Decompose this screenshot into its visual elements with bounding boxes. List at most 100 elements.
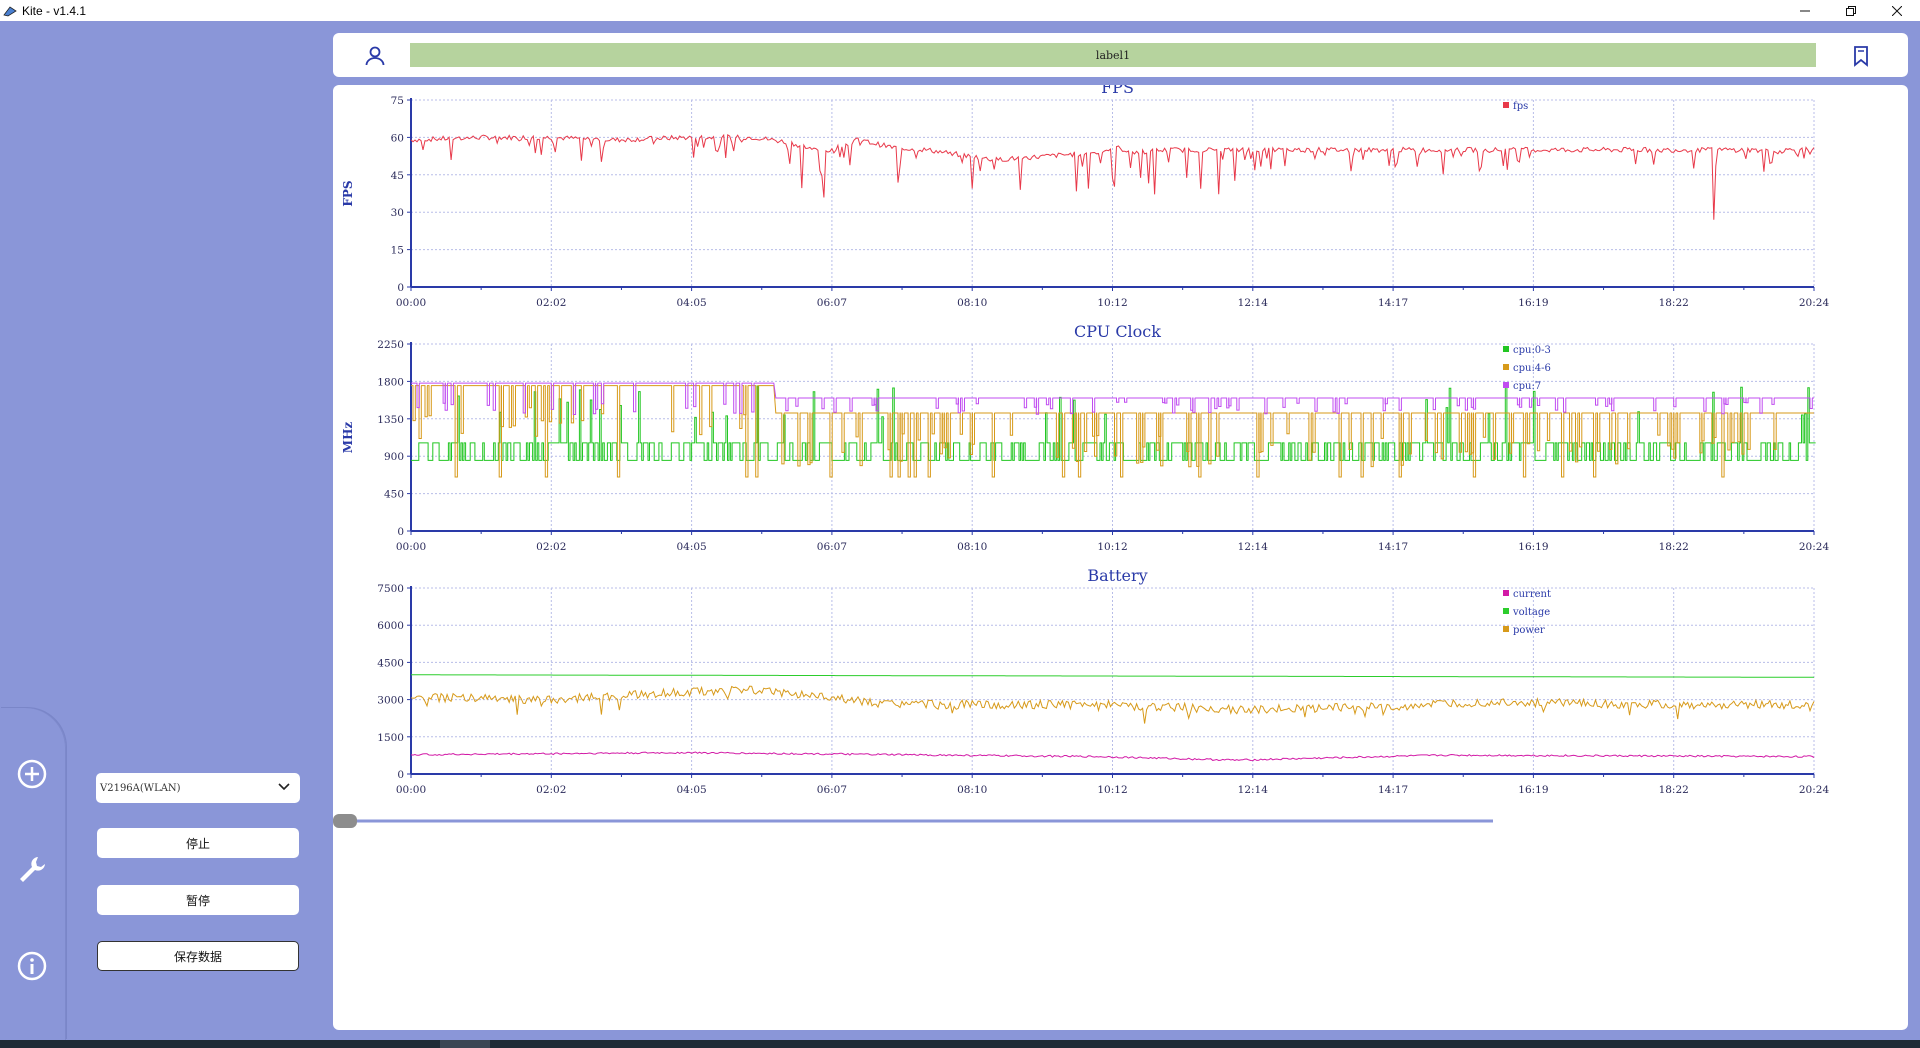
- bookmark-icon[interactable]: [1849, 44, 1873, 68]
- chart-title: FPS: [1101, 85, 1134, 97]
- x-tick-label: 12:14: [1238, 784, 1269, 796]
- x-tick-label: 08:10: [957, 297, 987, 309]
- x-tick-label: 16:19: [1518, 784, 1548, 796]
- x-tick-label: 14:17: [1378, 297, 1408, 309]
- x-tick-label: 06:07: [817, 784, 847, 796]
- legend-swatch: [1503, 382, 1509, 388]
- y-tick-label: 1350: [377, 414, 404, 426]
- x-tick-label: 08:10: [957, 784, 987, 796]
- x-tick-label: 10:12: [1097, 297, 1127, 309]
- timeline-slider[interactable]: [333, 814, 1493, 828]
- pause-button[interactable]: 暂停: [97, 885, 299, 915]
- x-tick-label: 02:02: [536, 297, 566, 309]
- x-tick-label: 02:02: [536, 541, 566, 553]
- y-tick-label: 7500: [377, 583, 404, 595]
- series-line-power: [410, 685, 1815, 724]
- device-select[interactable]: V2196A(WLAN): [96, 773, 300, 803]
- chart-cpu-clock: CPU Clock MHz 0 450 900 1350 1800 2250 00:00 02:0…: [341, 322, 1829, 553]
- charts-svg: FPS FPS 0 15 30 45 60 75 00:00 02:02 04:05 06:07 08:…: [333, 85, 1829, 828]
- series-line-cpu-4-6: [411, 385, 1814, 478]
- series-line-voltage: [411, 674, 1814, 678]
- add-circle-icon[interactable]: [14, 756, 50, 792]
- slider-thumb[interactable]: [333, 814, 357, 828]
- user-icon[interactable]: [363, 44, 387, 68]
- series-line-current: [410, 751, 1815, 762]
- legend-swatch: [1503, 626, 1509, 632]
- wrench-icon[interactable]: [14, 851, 50, 887]
- x-tick-label: 12:14: [1238, 541, 1269, 553]
- y-tick-label: 900: [384, 451, 404, 463]
- x-tick-label: 04:05: [676, 297, 706, 309]
- x-tick-label: 12:14: [1238, 297, 1269, 309]
- legend-swatch: [1503, 102, 1509, 108]
- chart-battery: Battery 0 1500 3000 4500 6000 7500 00:00 02:02 04…: [377, 566, 1829, 796]
- minimize-icon[interactable]: [1782, 0, 1828, 21]
- legend-label: power: [1513, 625, 1545, 636]
- series-line-cpu-7: [411, 382, 1814, 415]
- y-tick-label: 45: [391, 170, 404, 182]
- x-tick-label: 20:24: [1799, 297, 1830, 309]
- series-line-cpu-0-3: [411, 385, 1816, 461]
- legend-swatch: [1503, 364, 1509, 370]
- window-titlebar: Kite - v1.4.1: [0, 0, 1920, 21]
- x-tick-label: 14:17: [1378, 541, 1408, 553]
- legend-label: cpu:4-6: [1513, 363, 1551, 374]
- legend-swatch: [1503, 590, 1509, 596]
- close-icon[interactable]: [1874, 0, 1920, 21]
- series-line-fps: [410, 133, 1815, 220]
- save-data-button-label: 保存数据: [173, 949, 222, 964]
- x-tick-label: 04:05: [676, 784, 706, 796]
- window-controls: [1782, 0, 1920, 21]
- chart-title: CPU Clock: [1074, 322, 1161, 341]
- info-icon[interactable]: [14, 948, 50, 984]
- legend-swatch: [1503, 608, 1509, 614]
- pause-button-label: 暂停: [185, 893, 210, 908]
- y-tick-label: 0: [397, 282, 404, 294]
- x-tick-label: 18:22: [1659, 297, 1689, 309]
- y-tick-label: 3000: [377, 695, 404, 707]
- y-tick-label: 1800: [377, 376, 404, 388]
- y-tick-label: 30: [391, 207, 404, 219]
- legend-label: cpu:7: [1513, 381, 1541, 392]
- x-tick-label: 02:02: [536, 784, 566, 796]
- y-tick-label: 1500: [377, 732, 404, 744]
- label-text: label1: [1095, 48, 1131, 62]
- chart-title: Battery: [1087, 566, 1147, 585]
- restore-icon[interactable]: [1828, 0, 1874, 21]
- y-axis-label: FPS: [341, 180, 355, 206]
- legend-swatch: [1503, 346, 1509, 352]
- x-tick-label: 04:05: [676, 541, 706, 553]
- y-tick-label: 0: [397, 769, 404, 781]
- y-tick-label: 4500: [377, 657, 404, 669]
- x-tick-label: 20:24: [1799, 541, 1830, 553]
- y-tick-label: 0: [397, 526, 404, 538]
- legend-label: fps: [1513, 101, 1528, 112]
- save-data-button[interactable]: 保存数据: [97, 941, 299, 971]
- y-axis-label: MHz: [341, 422, 355, 454]
- taskbar-segment: [440, 1040, 490, 1048]
- legend-label: current: [1513, 589, 1551, 600]
- taskbar: [0, 1040, 1920, 1048]
- x-tick-label: 10:12: [1097, 784, 1127, 796]
- legend-label: voltage: [1512, 607, 1550, 618]
- stop-button[interactable]: 停止: [97, 828, 299, 858]
- x-tick-label: 00:00: [396, 297, 426, 309]
- x-tick-label: 06:07: [817, 541, 847, 553]
- x-tick-label: 14:17: [1378, 784, 1408, 796]
- y-tick-label: 60: [391, 132, 404, 144]
- x-tick-label: 00:00: [396, 541, 426, 553]
- chart-fps: FPS FPS 0 15 30 45 60 75 00:00 02:02 04:05 06:07 08:…: [341, 85, 1829, 309]
- y-tick-label: 2250: [377, 339, 404, 351]
- y-tick-label: 6000: [377, 620, 404, 632]
- x-tick-label: 10:12: [1097, 541, 1127, 553]
- legend-label: cpu:0-3: [1513, 345, 1551, 356]
- x-tick-label: 18:22: [1659, 784, 1689, 796]
- label-bar: label1: [410, 43, 1816, 67]
- x-tick-label: 06:07: [817, 297, 847, 309]
- y-tick-label: 15: [391, 245, 404, 257]
- x-tick-label: 16:19: [1518, 297, 1548, 309]
- x-tick-label: 20:24: [1799, 784, 1830, 796]
- stop-button-label: 停止: [185, 836, 210, 851]
- header-bar: label1: [333, 33, 1908, 77]
- device-select-value: V2196A(WLAN): [100, 782, 181, 794]
